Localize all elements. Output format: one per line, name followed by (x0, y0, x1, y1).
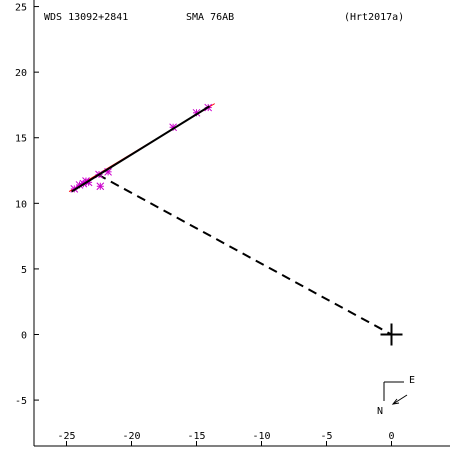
observation-stroke (104, 167, 112, 176)
orbit-segment (71, 105, 211, 193)
header-reference: (Hrt2017a) (344, 12, 404, 23)
y-tick-label: 15 (15, 134, 27, 145)
y-tick-label: 20 (15, 68, 27, 79)
header-wds-id: WDS 13092+2841 (44, 12, 128, 23)
motion-arrow-head (391, 398, 400, 405)
x-tick-label: 0 (388, 431, 394, 442)
compass-east-label: E (409, 375, 415, 386)
observation-stroke (96, 182, 105, 191)
x-ticks: -25 -20 -15 -10 -5 0 (57, 431, 395, 446)
y-tick-label: -5 (15, 396, 27, 407)
compass: E N (377, 375, 415, 417)
y-tick-label: 5 (21, 265, 27, 276)
motion-arrow-shaft (392, 394, 408, 405)
x-tick-label: -20 (122, 431, 140, 442)
x-tick-label: -15 (187, 431, 205, 442)
y-tick-label: 25 (15, 3, 27, 14)
y-ticks: 25 20 15 10 5 0 -5 (15, 3, 39, 407)
x-tick-label: -10 (252, 431, 270, 442)
x-tick-label: -25 (57, 431, 75, 442)
series-layer (68, 103, 403, 346)
observation-point (96, 182, 105, 191)
y-tick-label: 10 (15, 199, 27, 210)
y-tick-label: 0 (21, 331, 27, 342)
x-tick-label: -5 (320, 431, 332, 442)
compass-north-label: N (377, 406, 383, 417)
dashed-line-to-primary (97, 173, 392, 336)
header-star-name: SMA 76AB (186, 12, 234, 23)
